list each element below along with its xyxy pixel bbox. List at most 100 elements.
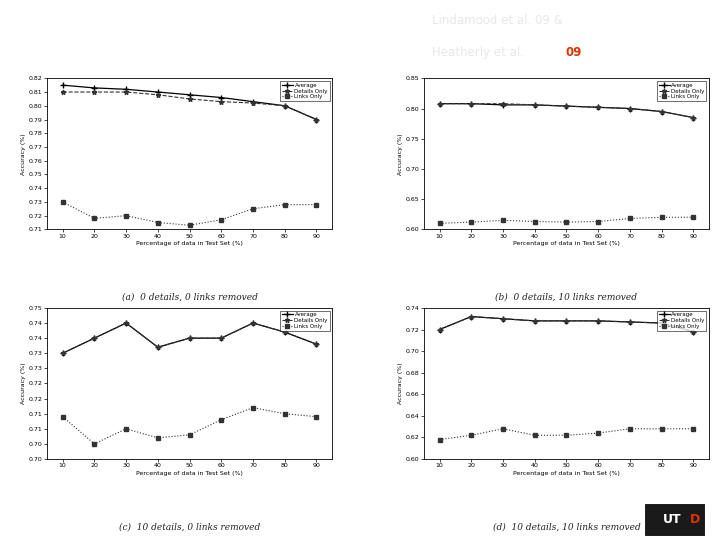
Details Only — [499, 315, 508, 322]
Links Only — [122, 426, 130, 432]
Line: Average: Average — [60, 320, 319, 356]
Line: Details Only: Details Only — [60, 90, 319, 122]
Average — [531, 318, 539, 324]
Details Only — [689, 328, 698, 335]
Links Only — [248, 206, 257, 212]
Legend: Average, Details Only, Links Only: Average, Details Only, Links Only — [280, 81, 330, 101]
Details Only — [217, 335, 225, 341]
Links Only — [217, 416, 225, 423]
Links Only — [626, 215, 634, 222]
Average — [435, 326, 444, 333]
Average — [217, 335, 225, 341]
Average — [562, 103, 571, 109]
Average — [689, 328, 698, 335]
Links Only — [594, 430, 603, 436]
Line: Links Only: Links Only — [61, 200, 318, 227]
Details Only — [657, 320, 666, 326]
Line: Average: Average — [437, 314, 696, 334]
Details Only — [594, 318, 603, 324]
Average — [312, 341, 321, 347]
Links Only — [657, 426, 666, 432]
Average — [626, 105, 634, 112]
Details Only — [435, 100, 444, 107]
Details Only — [531, 318, 539, 324]
Average — [58, 82, 67, 89]
Average — [153, 344, 162, 350]
Details Only — [280, 329, 289, 335]
Text: (a)  0 details, 0 links removed: (a) 0 details, 0 links removed — [122, 293, 258, 302]
Line: Details Only: Details Only — [60, 321, 319, 356]
Average — [90, 85, 99, 91]
Average — [122, 86, 130, 92]
Average — [531, 102, 539, 108]
Details Only — [626, 319, 634, 325]
Average — [248, 98, 257, 105]
Details Only — [248, 320, 257, 326]
Average — [499, 102, 508, 108]
Line: Average: Average — [437, 101, 696, 120]
Average — [594, 318, 603, 324]
Links Only — [467, 219, 476, 225]
Links Only — [531, 218, 539, 225]
Line: Details Only: Details Only — [437, 101, 696, 120]
Links Only — [499, 217, 508, 224]
Text: engineering: engineering — [85, 513, 164, 526]
Links Only — [153, 435, 162, 441]
Average — [90, 335, 99, 341]
Average — [594, 104, 603, 111]
Links Only — [562, 432, 571, 438]
Links Only — [657, 214, 666, 220]
Links Only — [626, 426, 634, 432]
X-axis label: Percentage of data in Test Set (%): Percentage of data in Test Set (%) — [136, 471, 243, 476]
Legend: Average, Details Only, Links Only: Average, Details Only, Links Only — [280, 310, 330, 330]
Y-axis label: Accuracy (%): Accuracy (%) — [398, 133, 403, 174]
Links Only — [58, 199, 67, 205]
Details Only — [185, 96, 194, 102]
Average — [467, 313, 476, 320]
Y-axis label: Accuracy (%): Accuracy (%) — [398, 363, 403, 404]
Average — [467, 100, 476, 107]
Average — [657, 109, 666, 115]
Details Only — [499, 100, 508, 107]
Links Only — [90, 441, 99, 447]
Links Only — [594, 218, 603, 225]
Line: Links Only: Links Only — [438, 427, 695, 441]
Details Only — [562, 318, 571, 324]
Average — [280, 103, 289, 109]
Details Only — [467, 100, 476, 107]
Links Only — [435, 220, 444, 227]
Line: Links Only: Links Only — [438, 215, 695, 225]
X-axis label: Percentage of data in Test Set (%): Percentage of data in Test Set (%) — [136, 241, 243, 246]
Details Only — [626, 105, 634, 112]
Links Only — [153, 219, 162, 226]
Links Only — [280, 410, 289, 417]
Details Only — [435, 326, 444, 333]
Average — [185, 335, 194, 341]
Links Only — [499, 426, 508, 432]
Links Only — [90, 215, 99, 221]
Text: (c)  10 details, 0 links removed: (c) 10 details, 0 links removed — [119, 523, 260, 531]
Links Only — [280, 201, 289, 208]
Links Only — [312, 201, 321, 208]
Details Only — [689, 114, 698, 121]
Links Only — [467, 432, 476, 438]
Links Only — [435, 436, 444, 443]
Details Only — [58, 89, 67, 95]
Text: 09: 09 — [565, 46, 582, 59]
Text: D: D — [690, 513, 700, 526]
Text: (b)  0 details, 10 links removed: (b) 0 details, 10 links removed — [495, 293, 637, 302]
Details Only — [153, 344, 162, 350]
Average — [248, 320, 257, 326]
Y-axis label: Accuracy (%): Accuracy (%) — [21, 133, 26, 174]
Details Only — [217, 98, 225, 105]
Details Only — [122, 320, 130, 326]
Average — [312, 116, 321, 123]
Links Only — [531, 432, 539, 438]
Text: FEARLESS: FEARLESS — [16, 513, 86, 526]
X-axis label: Percentage of data in Test Set (%): Percentage of data in Test Set (%) — [513, 241, 620, 246]
Average — [280, 329, 289, 335]
Details Only — [58, 350, 67, 356]
Links Only — [58, 414, 67, 420]
Links Only — [217, 217, 225, 223]
Details Only — [312, 341, 321, 347]
